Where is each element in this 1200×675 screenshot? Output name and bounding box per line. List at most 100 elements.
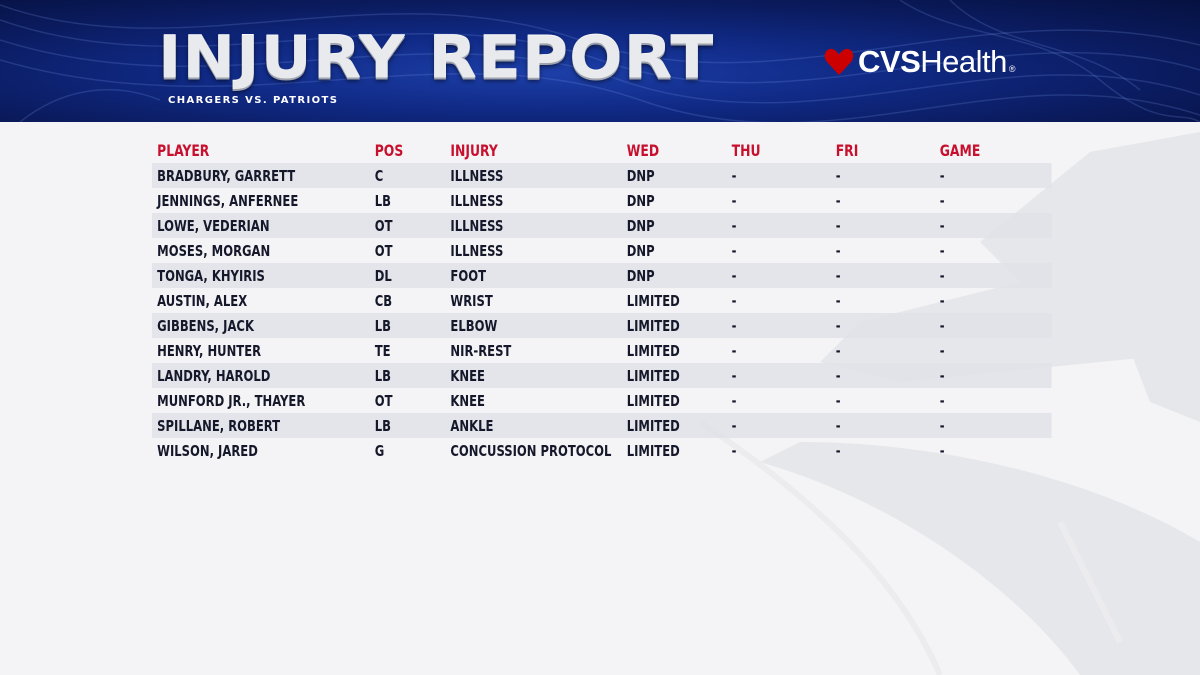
table-row: MOSES, MORGAN OT ILLNESS DNP - - - (152, 238, 1052, 263)
table-row: LANDRY, HAROLD LB KNEE LIMITED - - - (152, 363, 1052, 388)
cell-wed: LIMITED (626, 366, 680, 385)
cell-thu: - (731, 316, 737, 335)
cell-injury: ELBOW (450, 316, 498, 335)
cell-pos: OT (374, 241, 393, 260)
injury-table: PLAYER POS INJURY WED THU FRI GAME BRADB… (152, 138, 1052, 463)
sponsor-logo: CVS Health ® (824, 44, 1016, 80)
cell-thu: - (731, 191, 737, 210)
cell-wed: DNP (626, 266, 655, 285)
cell-player: LOWE, VEDERIAN (157, 216, 270, 235)
cell-game: - (939, 316, 945, 335)
cell-game: - (939, 166, 945, 185)
sponsor-name-bold: CVS (858, 44, 921, 79)
cell-wed: LIMITED (626, 391, 680, 410)
cell-injury: NIR-REST (450, 341, 512, 360)
cell-thu: - (731, 391, 737, 410)
cell-pos: LB (374, 316, 391, 335)
cell-player: WILSON, JARED (157, 441, 258, 460)
cell-fri: - (835, 166, 841, 185)
cell-player: LANDRY, HAROLD (157, 366, 271, 385)
cell-injury: CONCUSSION PROTOCOL (450, 441, 612, 460)
table-row: BRADBURY, GARRETT C ILLNESS DNP - - - (152, 163, 1052, 188)
cell-pos: LB (374, 366, 391, 385)
cell-wed: LIMITED (626, 291, 680, 310)
cell-pos: LB (374, 416, 391, 435)
cell-player: AUSTIN, ALEX (157, 291, 248, 310)
cell-pos: CB (374, 291, 393, 310)
cell-wed: DNP (626, 241, 655, 260)
cell-pos: OT (374, 391, 393, 410)
cell-wed: DNP (626, 191, 655, 210)
table-row: AUSTIN, ALEX CB WRIST LIMITED - - - (152, 288, 1052, 313)
table-row: WILSON, JARED G CONCUSSION PROTOCOL LIMITED… (152, 438, 1052, 463)
cell-player: MOSES, MORGAN (157, 241, 271, 260)
cell-wed: LIMITED (626, 341, 680, 360)
header-banner: INJURY REPORT CHARGERS VS. PATRIOTS CVS … (0, 0, 1200, 122)
cell-thu: - (731, 341, 737, 360)
cell-player: GIBBENS, JACK (157, 316, 254, 335)
cell-injury: ILLNESS (450, 241, 504, 260)
cell-thu: - (731, 216, 737, 235)
swirl-pattern (0, 0, 1200, 122)
sponsor-name-light: Health (920, 44, 1007, 79)
cell-wed: LIMITED (626, 316, 680, 335)
cell-fri: - (835, 241, 841, 260)
matchup-subtitle: CHARGERS VS. PATRIOTS (168, 95, 339, 106)
cell-wed: LIMITED (626, 416, 680, 435)
table-row: SPILLANE, ROBERT LB ANKLE LIMITED - - - (152, 413, 1052, 438)
table-row: LOWE, VEDERIAN OT ILLNESS DNP - - - (152, 213, 1052, 238)
cell-fri: - (835, 391, 841, 410)
column-header-fri: FRI (835, 141, 859, 160)
cell-wed: DNP (626, 216, 655, 235)
cell-game: - (939, 241, 945, 260)
cell-game: - (939, 266, 945, 285)
column-header-game: GAME (939, 141, 981, 160)
cell-pos: TE (374, 341, 391, 360)
column-header-injury: INJURY (450, 141, 498, 160)
cell-thu: - (731, 241, 737, 260)
cell-game: - (939, 416, 945, 435)
column-header-thu: THU (731, 141, 761, 160)
cell-thu: - (731, 166, 737, 185)
table-row: TONGA, KHYIRIS DL FOOT DNP - - - (152, 263, 1052, 288)
cell-pos: OT (374, 216, 393, 235)
cell-fri: - (835, 291, 841, 310)
cell-injury: WRIST (450, 291, 493, 310)
cell-pos: G (374, 441, 385, 460)
cell-wed: LIMITED (626, 441, 680, 460)
cell-game: - (939, 366, 945, 385)
cell-pos: C (374, 166, 384, 185)
table-header: PLAYER POS INJURY WED THU FRI GAME (152, 138, 1052, 163)
cell-injury: ILLNESS (450, 191, 504, 210)
cell-game: - (939, 291, 945, 310)
heart-icon (824, 48, 854, 76)
cell-game: - (939, 216, 945, 235)
cell-thu: - (731, 266, 737, 285)
table-row: JENNINGS, ANFERNEE LB ILLNESS DNP - - - (152, 188, 1052, 213)
page-title: INJURY REPORT (158, 24, 715, 92)
cell-injury: FOOT (450, 266, 487, 285)
cell-fri: - (835, 316, 841, 335)
registered-mark: ® (1008, 64, 1016, 74)
cell-fri: - (835, 341, 841, 360)
cell-fri: - (835, 441, 841, 460)
cell-player: BRADBURY, GARRETT (157, 166, 296, 185)
cell-player: JENNINGS, ANFERNEE (157, 191, 299, 210)
cell-fri: - (835, 216, 841, 235)
cell-player: SPILLANE, ROBERT (157, 416, 281, 435)
cell-injury: ANKLE (450, 416, 494, 435)
cell-fri: - (835, 366, 841, 385)
column-header-pos: POS (374, 141, 404, 160)
cell-thu: - (731, 441, 737, 460)
cell-injury: KNEE (450, 366, 485, 385)
cell-player: HENRY, HUNTER (157, 341, 262, 360)
cell-thu: - (731, 366, 737, 385)
cell-pos: LB (374, 191, 391, 210)
cell-injury: ILLNESS (450, 166, 504, 185)
cell-player: TONGA, KHYIRIS (157, 266, 265, 285)
column-header-player: PLAYER (157, 141, 210, 160)
table-row: GIBBENS, JACK LB ELBOW LIMITED - - - (152, 313, 1052, 338)
cell-fri: - (835, 191, 841, 210)
cell-game: - (939, 391, 945, 410)
table-row: MUNFORD JR., THAYER OT KNEE LIMITED - - - (152, 388, 1052, 413)
